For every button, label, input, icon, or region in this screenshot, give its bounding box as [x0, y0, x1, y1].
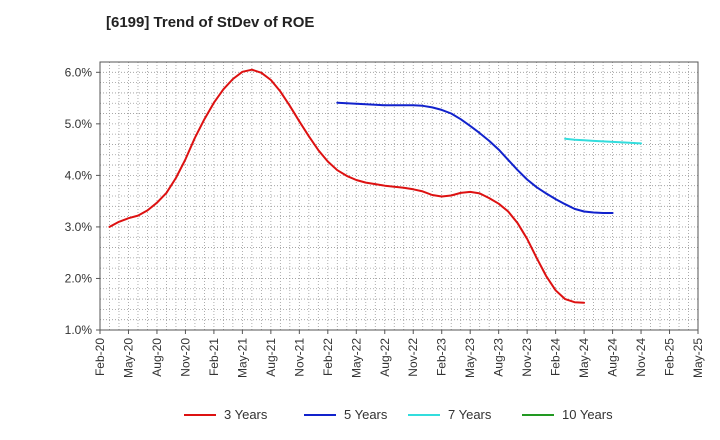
x-tick-label: May-22 — [349, 338, 363, 378]
x-tick-label: Nov-23 — [520, 338, 534, 377]
x-tick-label: Nov-20 — [178, 338, 192, 377]
x-tick-label: Aug-22 — [378, 338, 392, 377]
x-tick-label: May-24 — [577, 338, 591, 378]
y-tick-label: 6.0% — [65, 65, 93, 79]
legend-label: 5 Years — [344, 407, 388, 422]
x-tick-label: Feb-21 — [207, 338, 221, 376]
x-tick-label: Aug-24 — [606, 338, 620, 377]
x-tick-label: Feb-24 — [549, 338, 563, 376]
x-tick-label: May-23 — [463, 338, 477, 378]
x-tick-label: Feb-22 — [321, 338, 335, 376]
series-line-5-years — [336, 101, 614, 214]
series-line-7-years — [564, 137, 642, 145]
plot-area-border — [99, 61, 699, 331]
legend-label: 7 Years — [448, 407, 492, 422]
legend-label: 3 Years — [224, 407, 268, 422]
x-tick-label: Feb-23 — [435, 338, 449, 376]
x-tick-label: May-20 — [121, 338, 135, 378]
x-tick-label: May-25 — [691, 338, 705, 378]
x-tick-label: May-21 — [235, 338, 249, 378]
y-tick-label: 2.0% — [65, 271, 93, 285]
x-tick-label: Nov-24 — [634, 338, 648, 377]
x-tick-label: Nov-21 — [292, 338, 306, 377]
x-tick-label: Aug-20 — [150, 338, 164, 377]
series-line-3-years — [108, 68, 586, 304]
x-tick-label: Feb-25 — [663, 338, 677, 376]
legend-label: 10 Years — [562, 407, 613, 422]
x-tick-label: Nov-22 — [406, 338, 420, 377]
y-tick-label: 3.0% — [65, 220, 93, 234]
x-tick-label: Aug-23 — [492, 338, 506, 377]
y-tick-label: 5.0% — [65, 117, 93, 131]
y-tick-label: 1.0% — [65, 323, 93, 337]
chart-title: [6199] Trend of StDev of ROE — [106, 14, 315, 31]
y-tick-label: 4.0% — [65, 168, 93, 182]
x-tick-label: Feb-20 — [93, 338, 107, 376]
x-tick-label: Aug-21 — [264, 338, 278, 377]
